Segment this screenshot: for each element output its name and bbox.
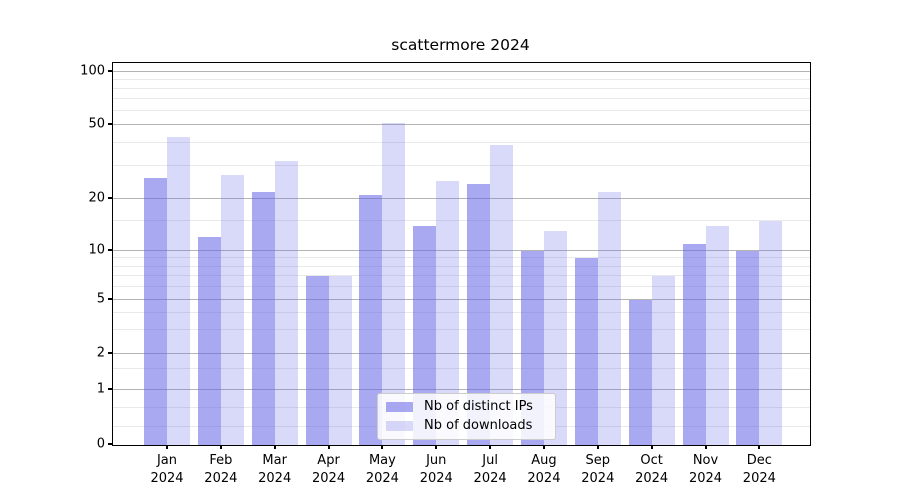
y-tick-label: 0 xyxy=(96,436,105,452)
x-tick-label: Aug 2024 xyxy=(527,453,561,486)
x-tick-mark xyxy=(758,445,761,449)
x-tick-label: Feb 2024 xyxy=(204,453,238,486)
legend: Nb of distinct IPs Nb of downloads xyxy=(377,393,556,440)
x-tick-label: Jan 2024 xyxy=(150,453,184,486)
bar-downloads-mar xyxy=(274,161,298,445)
x-tick-mark xyxy=(219,445,222,449)
x-tick-mark xyxy=(650,445,653,449)
y-tick-label: 10 xyxy=(88,242,105,258)
x-tick-label: Oct 2024 xyxy=(635,453,669,486)
x-tick-mark xyxy=(596,445,599,449)
gridline-minor xyxy=(113,219,810,221)
gridline-minor xyxy=(113,98,810,99)
x-tick-label: Apr 2024 xyxy=(312,453,346,486)
bar-distinct-ips-jun xyxy=(413,225,437,445)
bar-downloads-jan xyxy=(167,137,190,445)
legend-label: Nb of downloads xyxy=(424,418,533,433)
y-tick-mark xyxy=(108,388,112,390)
bar-downloads-oct xyxy=(651,276,675,445)
bar-distinct-ips-dec xyxy=(736,250,760,445)
bar-downloads-feb xyxy=(220,174,244,445)
x-tick-mark xyxy=(542,445,545,449)
gridline-major xyxy=(113,299,810,300)
y-tick-mark xyxy=(108,122,112,125)
x-tick-label: Mar 2024 xyxy=(258,453,292,486)
bar-distinct-ips-mar xyxy=(251,191,275,445)
x-tick-mark xyxy=(489,445,492,449)
gridline-minor xyxy=(113,312,810,314)
y-tick-mark xyxy=(108,443,112,445)
y-tick-label: 5 xyxy=(96,291,105,307)
x-tick-mark xyxy=(381,445,384,449)
bar-distinct-ips-may xyxy=(359,195,383,445)
plot-area xyxy=(112,62,811,446)
gridline-minor xyxy=(113,329,810,331)
x-tick-mark xyxy=(704,445,707,449)
y-tick-mark xyxy=(108,197,112,200)
bar-distinct-ips-jul xyxy=(467,184,491,445)
bar-downloads-may xyxy=(382,123,406,445)
x-tick-mark xyxy=(273,445,276,449)
y-tick-label: 2 xyxy=(96,345,105,361)
gridlines-layer xyxy=(113,63,810,445)
x-tick-label: Jul 2024 xyxy=(473,453,507,486)
y-tick-label: 100 xyxy=(80,63,105,79)
bar-distinct-ips-sep xyxy=(574,258,598,445)
bar-distinct-ips-feb xyxy=(197,237,221,445)
gridline-minor xyxy=(113,78,810,80)
legend-item-downloads: Nb of downloads xyxy=(386,419,547,433)
gridline-minor xyxy=(113,275,810,277)
bar-distinct-ips-jan xyxy=(144,177,167,445)
gridline-major xyxy=(113,123,810,125)
chart-title: scattermore 2024 xyxy=(391,36,530,54)
gridline-major xyxy=(113,70,810,72)
gridline-major xyxy=(113,353,810,354)
x-tick-label: Jun 2024 xyxy=(419,453,453,486)
gridline-minor xyxy=(113,257,810,259)
bar-downloads-jun xyxy=(436,181,460,445)
bar-downloads-aug xyxy=(543,231,567,445)
x-tick-label: Dec 2024 xyxy=(742,453,776,486)
gridline-minor xyxy=(113,286,810,287)
y-tick-label: 1 xyxy=(96,381,105,397)
y-tick-mark xyxy=(108,352,112,354)
x-tick-label: May 2024 xyxy=(365,453,399,486)
gridline-minor xyxy=(113,109,810,111)
gridline-minor xyxy=(113,87,810,89)
x-tick-mark xyxy=(327,445,330,449)
x-tick-mark xyxy=(166,445,168,449)
bars-layer xyxy=(113,63,810,445)
legend-swatch-distinct-ips xyxy=(386,402,413,412)
gridline-major xyxy=(113,249,810,251)
legend-label: Nb of distinct IPs xyxy=(424,399,533,414)
bar-distinct-ips-nov xyxy=(682,243,706,445)
legend-item-distinct-ips: Nb of distinct IPs xyxy=(386,400,547,414)
y-tick-mark xyxy=(108,248,112,251)
bar-downloads-jul xyxy=(490,144,514,445)
bar-downloads-apr xyxy=(328,276,352,445)
bar-downloads-sep xyxy=(597,191,621,445)
bar-distinct-ips-apr xyxy=(305,276,329,445)
y-tick-mark xyxy=(108,69,112,72)
x-tick-label: Sep 2024 xyxy=(581,453,615,486)
legend-swatch-downloads xyxy=(386,421,413,431)
gridline-minor xyxy=(113,367,810,369)
gridline-major xyxy=(113,198,810,200)
bar-downloads-nov xyxy=(705,225,729,445)
bar-distinct-ips-oct xyxy=(628,300,652,445)
x-tick-label: Nov 2024 xyxy=(688,453,723,486)
gridline-minor xyxy=(113,265,810,267)
y-tick-label: 50 xyxy=(88,116,105,132)
gridline-minor xyxy=(113,165,810,167)
bar-downloads-dec xyxy=(759,220,783,445)
gridline-minor xyxy=(113,141,810,143)
gridline-major xyxy=(113,389,810,390)
y-tick-label: 20 xyxy=(88,190,105,206)
x-tick-mark xyxy=(435,445,438,449)
y-tick-mark xyxy=(108,298,112,300)
